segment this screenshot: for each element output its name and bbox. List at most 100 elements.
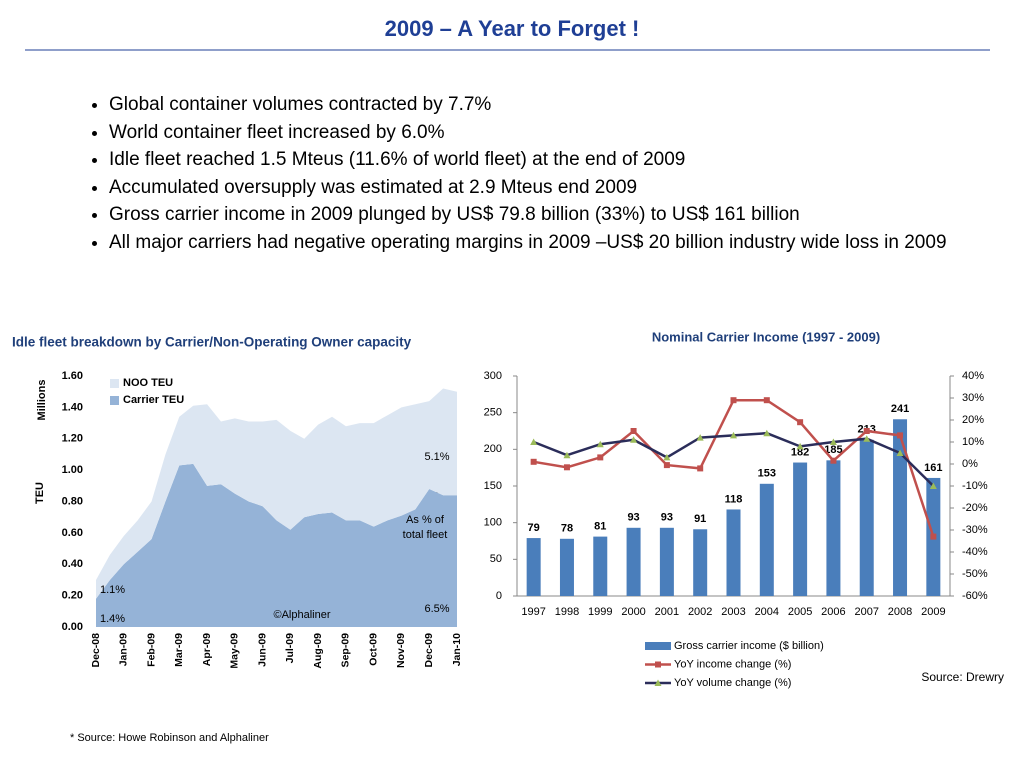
y-tick-label: 1.20 — [62, 433, 83, 445]
bar — [559, 538, 574, 596]
y-tick-label: 0.40 — [62, 558, 83, 570]
marker — [596, 440, 604, 448]
y-tick-label: 150 — [484, 480, 502, 492]
marker — [829, 438, 837, 445]
marker — [530, 458, 537, 465]
bar — [859, 439, 874, 596]
x-tick-label: Jan-09 — [118, 633, 130, 666]
legend-swatch — [110, 396, 119, 405]
data-label: 161 — [924, 462, 942, 474]
x-tick-label: 2003 — [721, 606, 745, 618]
marker — [730, 397, 737, 404]
marker — [630, 428, 637, 434]
legend-label: YoY volume change (%) — [674, 677, 791, 689]
y-tick-label: 250 — [484, 407, 502, 419]
y-tick-label: 100 — [484, 517, 502, 529]
marker — [696, 434, 704, 441]
legend-swatch — [110, 379, 119, 388]
marker — [863, 428, 870, 434]
x-tick-label: 2005 — [788, 606, 812, 618]
y2-tick-label: 0% — [962, 458, 978, 470]
y2-tick-label: 10% — [962, 436, 984, 448]
marker — [763, 397, 770, 404]
annotation: ©Alphaliner — [273, 609, 330, 621]
marker — [530, 438, 538, 445]
x-tick-label: Jun-09 — [256, 633, 268, 667]
annotation: 1.4% — [100, 613, 125, 625]
x-tick-label: May-09 — [229, 633, 241, 669]
y2-tick-label: -40% — [962, 546, 988, 558]
marker — [830, 457, 837, 464]
y2-tick-label: -20% — [962, 502, 988, 514]
y2-tick-label: 30% — [962, 392, 984, 404]
y-tick-label: 1.40 — [62, 401, 83, 413]
y-tick-label: 1.60 — [62, 370, 83, 382]
y2-tick-label: -10% — [962, 480, 988, 492]
marker — [897, 432, 904, 439]
data-label: 81 — [594, 521, 606, 533]
x-tick-label: Apr-09 — [201, 633, 213, 666]
y-tick-label: 300 — [484, 370, 502, 382]
bar — [626, 527, 641, 596]
data-label: 93 — [661, 512, 673, 524]
marker — [730, 431, 737, 439]
marker — [896, 449, 904, 456]
x-tick-label: 2007 — [854, 606, 878, 618]
legend-label: Carrier TEU — [123, 394, 184, 406]
data-label: 78 — [561, 523, 573, 535]
bar — [693, 529, 708, 596]
legend-label: Gross carrier income ($ billion) — [674, 640, 824, 652]
x-tick-label: Sep-09 — [340, 633, 352, 668]
annotation: As % of — [406, 514, 445, 526]
x-tick-label: 2000 — [621, 606, 645, 618]
annotation: 5.1% — [424, 451, 449, 463]
marker — [796, 442, 804, 450]
y2-tick-label: 20% — [962, 414, 984, 426]
marker — [863, 435, 871, 442]
bar — [893, 419, 908, 596]
bar — [826, 460, 841, 596]
bar — [593, 536, 608, 596]
bar — [659, 527, 674, 596]
area — [96, 388, 457, 599]
marker — [930, 533, 937, 540]
footnote: * Source: Howe Robinson and Alphaliner — [70, 732, 269, 744]
y-axis-label: TEU — [34, 482, 46, 504]
marker — [763, 429, 771, 437]
y-axis-unit: Millions — [36, 380, 48, 421]
x-tick-label: 2004 — [755, 606, 779, 618]
y2-tick-label: 40% — [962, 370, 984, 382]
x-tick-label: Mar-09 — [173, 633, 185, 667]
bar — [793, 462, 808, 596]
data-label: 182 — [791, 446, 809, 458]
marker — [697, 465, 704, 472]
data-label: 93 — [627, 512, 639, 524]
y2-tick-label: -50% — [962, 568, 988, 580]
legend-swatch — [645, 642, 671, 650]
bar — [726, 509, 741, 596]
x-tick-label: 1998 — [555, 606, 579, 618]
marker — [563, 464, 570, 471]
legend-marker — [654, 679, 662, 686]
x-tick-label: 2008 — [888, 606, 912, 618]
x-tick-label: Dec-08 — [90, 633, 102, 668]
bullet: All major carriers had negative operatin… — [109, 229, 949, 257]
y-tick-label: 50 — [490, 553, 502, 565]
bullet: Global container volumes contracted by 7… — [109, 91, 949, 119]
marker — [563, 451, 571, 459]
marker — [663, 453, 671, 461]
annotation: total fleet — [403, 529, 448, 541]
data-label: 79 — [528, 522, 540, 534]
x-tick-label: Feb-09 — [145, 633, 157, 667]
marker — [929, 482, 937, 489]
bullet-list: Global container volumes contracted by 7… — [97, 91, 949, 256]
x-tick-label: Aug-09 — [312, 633, 324, 669]
bullet: World container fleet increased by 6.0% — [109, 119, 949, 147]
marker — [663, 462, 670, 469]
area — [96, 463, 457, 627]
marker — [597, 454, 604, 461]
x-tick-label: 1997 — [521, 606, 545, 618]
y-tick-label: 1.00 — [62, 464, 83, 476]
legend-marker — [655, 661, 661, 668]
